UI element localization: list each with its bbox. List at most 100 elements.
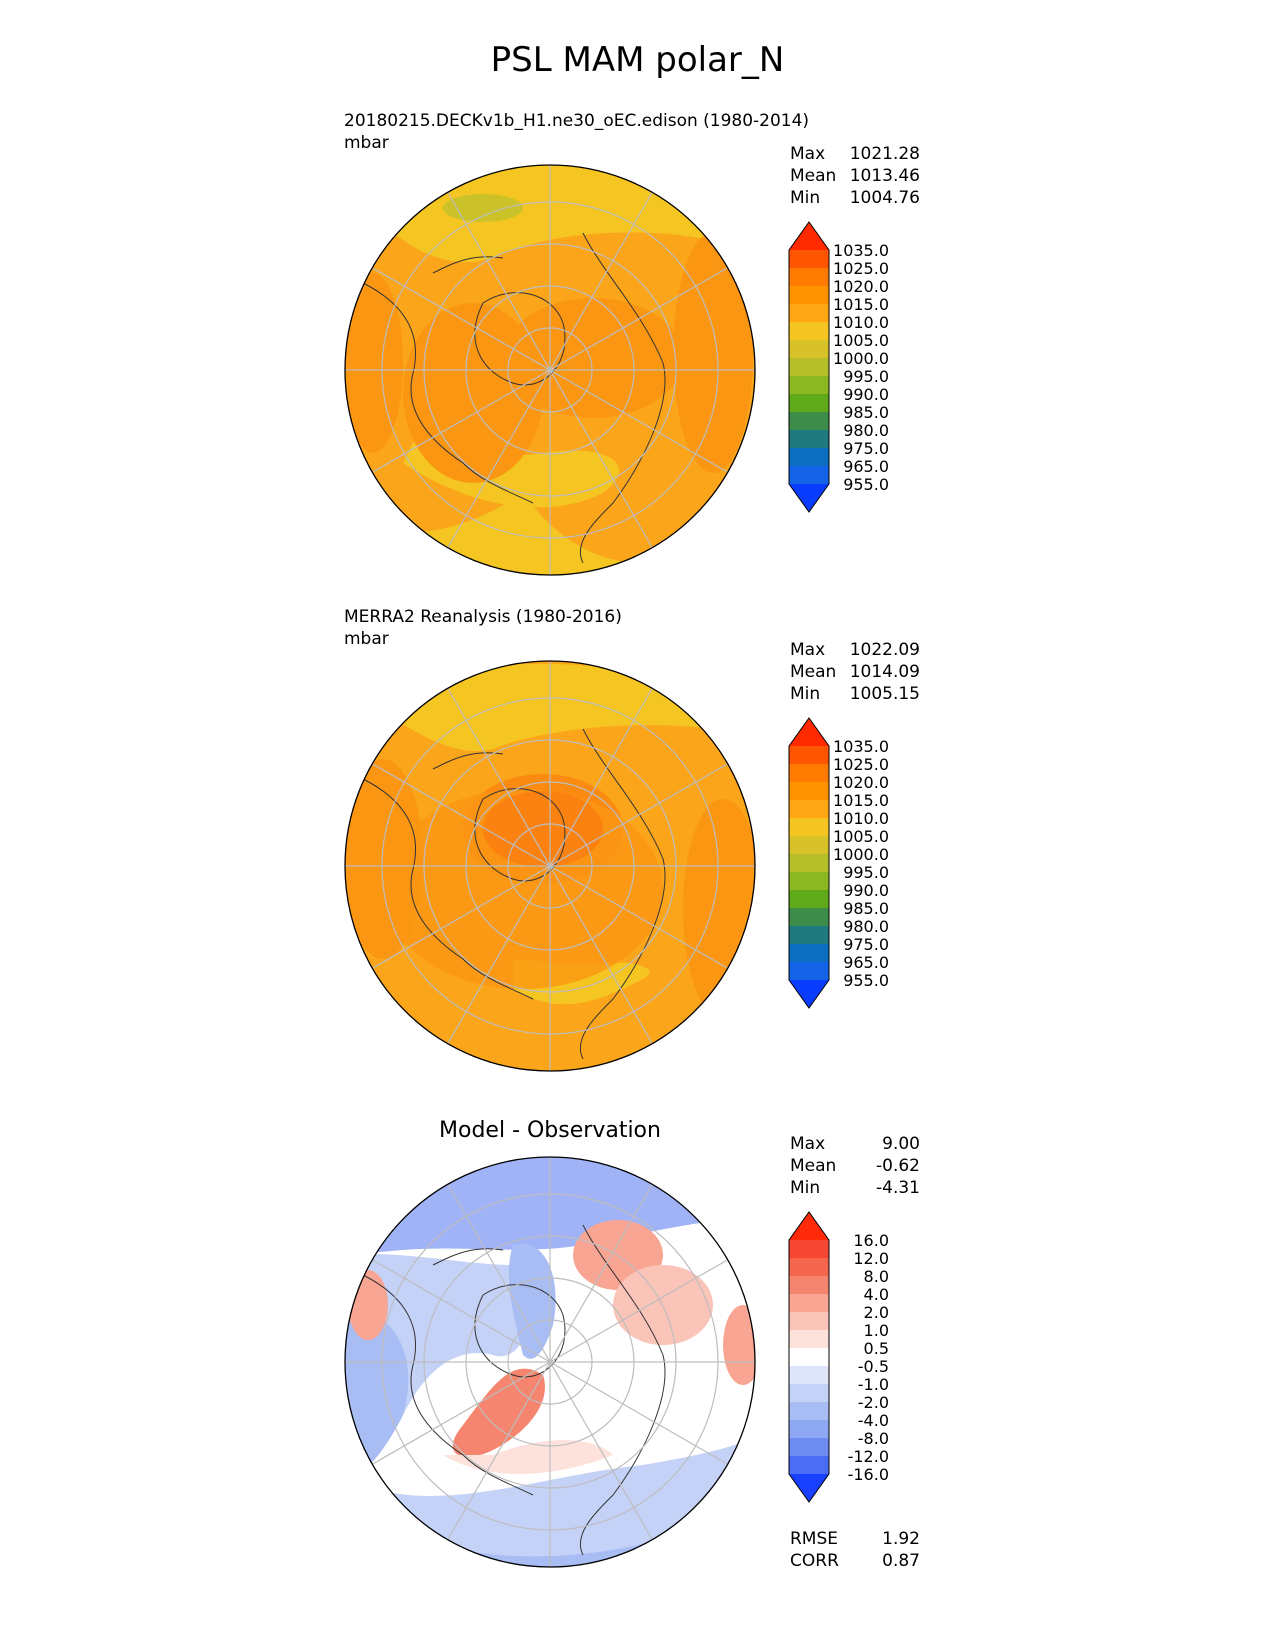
reference-colorbar-tick-label: 975.0 — [843, 935, 889, 954]
test-colorbar-tick-label: 965.0 — [843, 457, 889, 476]
field-region-high — [393, 663, 713, 752]
diff-metric-rmse: RMSE 1.92 — [790, 1528, 920, 1550]
graticule — [345, 165, 755, 575]
reference-stat-min: Min 1005.15 — [790, 683, 920, 705]
reference-stat-max: Max 1022.09 — [790, 639, 920, 661]
test-colorbar-segment — [789, 358, 829, 377]
test-colorbar-tick-label: 1015.0 — [833, 295, 889, 314]
test-colorbar-outline — [788, 221, 830, 513]
field-region-max — [483, 791, 603, 867]
field-region-low — [443, 194, 523, 222]
diff-colorbar-tick-label: -8.0 — [858, 1429, 889, 1448]
diff-colorbar-tick-label: 12.0 — [853, 1249, 889, 1268]
diff-colorbar-segment — [789, 1294, 829, 1313]
stat-label: Min — [790, 188, 821, 208]
diff-colorbar-tick-label: 0.5 — [864, 1339, 889, 1358]
map-boundary — [344, 164, 756, 576]
test-colorbar-segment — [789, 466, 829, 485]
metric-label: RMSE — [790, 1529, 839, 1549]
diff-metric-corr: CORR 0.87 — [790, 1550, 920, 1572]
diff-polar-map — [344, 1156, 756, 1568]
coastline — [579, 1224, 666, 1556]
stat-value: -0.62 — [876, 1156, 920, 1176]
reference-colorbar-segment — [789, 962, 829, 981]
reference-colorbar-tick-label: 1035.0 — [833, 737, 889, 756]
diff-colorbar-segment — [789, 1366, 829, 1385]
stat-value: 1004.76 — [849, 188, 920, 208]
reference-colorbar-segment — [789, 746, 829, 765]
reference-colorbar-tick-label: 990.0 — [843, 881, 889, 900]
reference-colorbar-segment — [789, 782, 829, 801]
field-region-mid — [403, 303, 543, 483]
reference-colorbar-segment — [789, 818, 829, 837]
stat-value: 9.00 — [882, 1134, 920, 1154]
test-colorbar-segment — [789, 250, 829, 269]
test-colorbar-segment — [789, 448, 829, 467]
test-colorbar-tick-label: 1010.0 — [833, 313, 889, 332]
reference-colorbar-tick-label: 965.0 — [843, 953, 889, 972]
stat-label: Mean — [790, 662, 837, 682]
test-colorbar-segment — [789, 430, 829, 449]
reference-polar-map — [344, 660, 756, 1072]
stat-value: -4.31 — [876, 1178, 920, 1198]
coastline — [362, 1274, 534, 1496]
diff-colorbar-segment — [789, 1438, 829, 1457]
coastline — [362, 778, 534, 1000]
field-region-positive — [443, 1440, 613, 1474]
test-colorbar-tick-label: 980.0 — [843, 421, 889, 440]
diff-colorbar-tick-label: 16.0 — [853, 1231, 889, 1250]
diff-panel-title: Model - Observation — [439, 1118, 661, 1143]
graticule — [345, 1157, 755, 1567]
stat-value: 1005.15 — [849, 684, 920, 704]
test-colorbar-tick-label: 1025.0 — [833, 259, 889, 278]
reference-panel-title: MERRA2 Reanalysis (1980-2016) — [344, 607, 622, 627]
graticule — [345, 661, 755, 1071]
test-colorbar-segment — [789, 304, 829, 323]
field-region-mid — [673, 233, 753, 473]
reference-colorbar-tick-label: 1010.0 — [833, 809, 889, 828]
diff-colorbar-segment — [789, 1330, 829, 1349]
diff-colorbar-segment — [789, 1420, 829, 1439]
reference-colorbar-tick-label: 980.0 — [843, 917, 889, 936]
field-region-positive — [348, 1270, 388, 1340]
test-colorbar-segment — [789, 412, 829, 431]
map-boundary — [344, 660, 756, 1072]
reference-colorbar-segment — [789, 764, 829, 783]
diff-stat-mean: Mean -0.62 — [790, 1155, 920, 1177]
test-polar-map — [344, 164, 756, 576]
coastline — [362, 282, 534, 504]
test-stat-min: Min 1004.76 — [790, 187, 920, 209]
reference-colorbar-segment — [789, 890, 829, 909]
reference-colorbar-tick-label: 995.0 — [843, 863, 889, 882]
reference-colorbar-segment — [789, 908, 829, 927]
stat-label: Mean — [790, 166, 837, 186]
map-boundary — [344, 1156, 756, 1568]
reference-colorbar-extend-min — [789, 980, 829, 1008]
stat-label: Mean — [790, 1156, 837, 1176]
diff-colorbar-tick-label: -12.0 — [848, 1447, 889, 1466]
stat-label: Min — [790, 684, 821, 704]
test-colorbar-tick-label: 1020.0 — [833, 277, 889, 296]
test-colorbar-segment — [789, 394, 829, 413]
test-colorbar-extend-max — [789, 222, 829, 250]
diff-colorbar-tick-label: -0.5 — [858, 1357, 889, 1376]
test-panel-title: 20180215.DECKv1b_H1.ne30_oEC.edison (198… — [344, 111, 810, 131]
reference-colorbar-segment — [789, 854, 829, 873]
diff-colorbar-tick-label: 2.0 — [864, 1303, 889, 1322]
metric-value: 1.92 — [882, 1529, 920, 1549]
test-colorbar-segment — [789, 322, 829, 341]
diff-colorbar-tick-label: -16.0 — [848, 1465, 889, 1484]
test-panel-units: mbar — [344, 133, 389, 153]
stat-label: Max — [790, 1134, 826, 1154]
field-region-positive — [452, 1368, 545, 1457]
diff-colorbar-segment — [789, 1312, 829, 1331]
diff-colorbar-tick-label: -1.0 — [858, 1375, 889, 1394]
reference-colorbar-extend-max — [789, 718, 829, 746]
reference-colorbar-tick-label: 1000.0 — [833, 845, 889, 864]
reference-colorbar-outline — [788, 717, 830, 1009]
diff-colorbar-segment — [789, 1240, 829, 1259]
diff-colorbar-segment — [789, 1276, 829, 1295]
reference-colorbar-tick-label: 1005.0 — [833, 827, 889, 846]
diff-colorbar-tick-label: 4.0 — [864, 1285, 889, 1304]
reference-colorbar-segment — [789, 836, 829, 855]
